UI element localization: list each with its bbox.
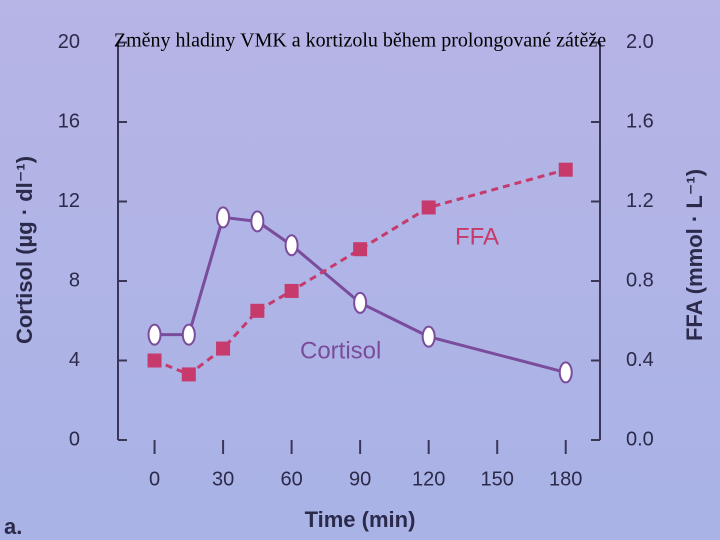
marker [558, 361, 573, 384]
plot: 0 4 8 12 16 20 0.0 0.4 0.8 1.2 1.6 2.0 0 30 60 90 120 150… [58, 31, 654, 491]
marker [353, 291, 368, 314]
series-line [154, 215, 567, 374]
y-axis-title: Cortisol (µg · dl⁻¹) [12, 156, 37, 344]
y-tick-label: 12 [58, 190, 80, 212]
marker [181, 367, 196, 382]
y-tick-label: 16 [58, 110, 80, 132]
y2-tick-label: 0.8 [626, 269, 654, 291]
marker [250, 303, 265, 318]
marker [421, 200, 436, 215]
x-tick-label: 0 [149, 468, 160, 490]
y2-tick-label: 1.6 [626, 110, 654, 132]
y2-tick-label: 2.0 [626, 31, 654, 53]
series-line [153, 168, 567, 377]
marker [284, 283, 299, 298]
y-tick-label: 20 [58, 31, 80, 53]
y-tick-label: 8 [69, 269, 80, 291]
x-tick-label: 90 [349, 468, 371, 490]
x-tick-label: 60 [280, 468, 302, 490]
marker [558, 162, 573, 177]
y2-tick-label: 1.2 [626, 190, 654, 212]
marker [147, 353, 162, 368]
marker [421, 325, 436, 348]
marker [216, 341, 231, 356]
marker [284, 234, 299, 257]
x-tick-label: 150 [481, 468, 514, 490]
y2-axis-title: FFA (mmol · L⁻¹) [682, 169, 707, 341]
y-tick-label: 0 [69, 428, 80, 450]
marker [250, 210, 265, 233]
marker [216, 206, 231, 229]
annotation: Cortisol [300, 337, 381, 364]
annotation: FFA [455, 223, 499, 250]
x-axis-title: Time (min) [305, 507, 416, 532]
marker [181, 323, 196, 346]
marker [147, 323, 162, 346]
y2-tick-label: 0.4 [626, 349, 654, 371]
x-tick-label: 30 [212, 468, 234, 490]
x-tick-label: 180 [549, 468, 582, 490]
chart-title: Změny hladiny VMK a kortizolu během prol… [114, 30, 606, 52]
y2-tick-label: 0.0 [626, 428, 654, 450]
marker [353, 242, 368, 257]
x-tick-label: 120 [412, 468, 445, 490]
panel-label: a. [4, 514, 22, 539]
y-tick-label: 4 [69, 349, 80, 371]
